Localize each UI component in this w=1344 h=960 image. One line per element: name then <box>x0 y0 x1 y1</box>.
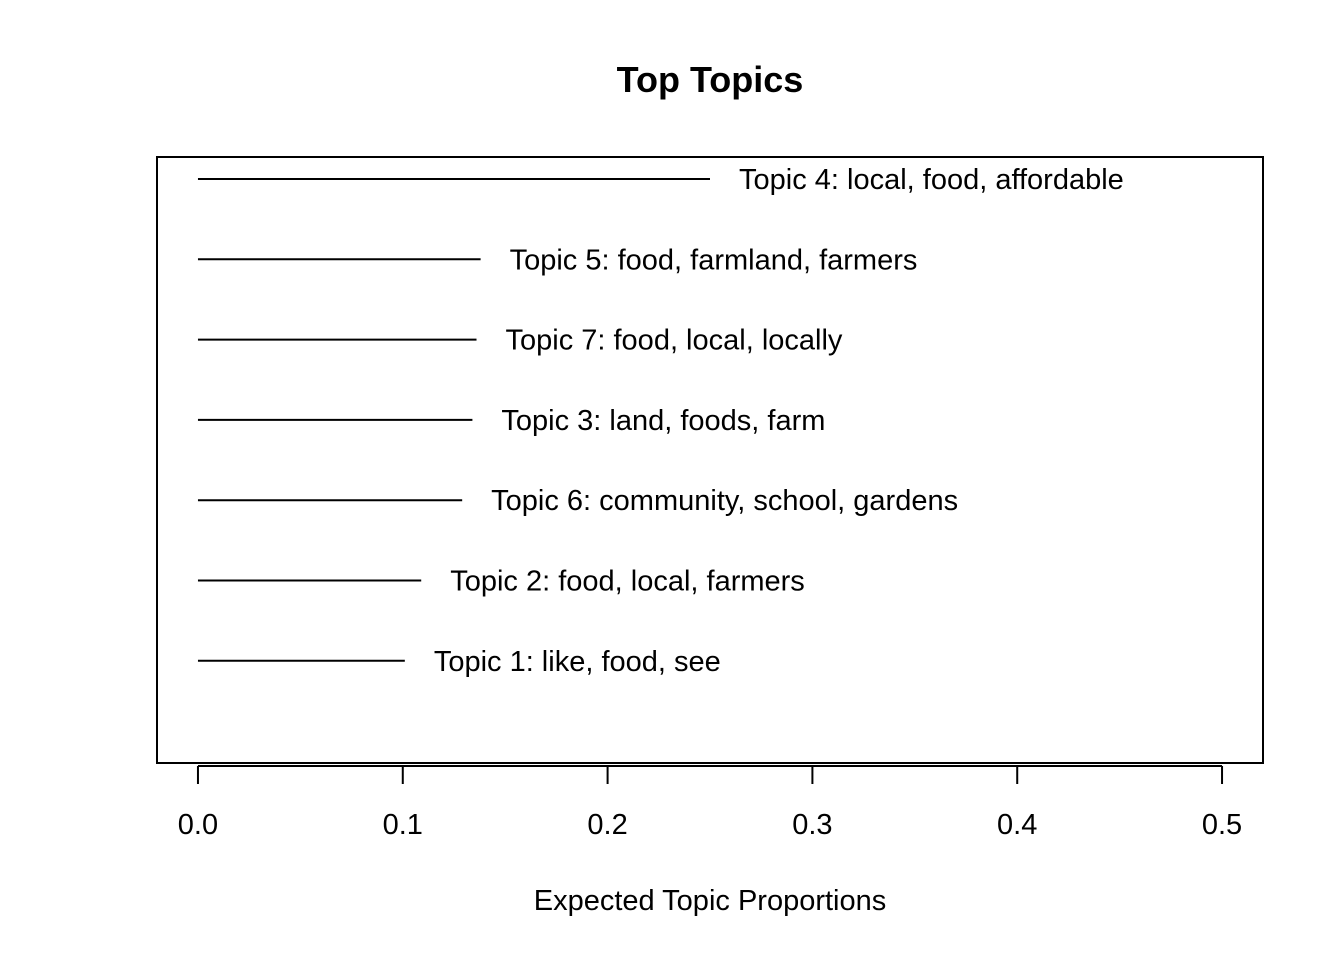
topic-label: Topic 6: community, school, gardens <box>491 485 958 517</box>
topic-label: Topic 4: local, food, affordable <box>739 164 1124 196</box>
x-tick-label: 0.0 <box>178 809 218 841</box>
topic-label: Topic 7: food, local, locally <box>506 325 843 357</box>
x-tick-label: 0.3 <box>792 809 832 841</box>
x-axis: 0.0 0.1 0.2 0.3 0.4 0.5 <box>178 765 1242 841</box>
x-tick-label: 0.5 <box>1202 809 1242 841</box>
topic-label: Topic 5: food, farmland, farmers <box>510 244 918 276</box>
plot-frame <box>156 156 1264 764</box>
topic-label: Topic 1: like, food, see <box>434 646 721 678</box>
x-tick-label: 0.4 <box>997 809 1037 841</box>
x-axis-label: Expected Topic Proportions <box>534 885 887 917</box>
x-tick-label: 0.2 <box>587 809 627 841</box>
x-tick-label: 0.1 <box>383 809 423 841</box>
topic-label: Topic 3: land, foods, farm <box>501 405 825 437</box>
chart-title: Top Topics <box>617 59 804 100</box>
topic-label: Topic 2: food, local, farmers <box>450 566 805 598</box>
topic-bars: Topic 4: local, food, affordable Topic 5:… <box>197 164 1124 678</box>
